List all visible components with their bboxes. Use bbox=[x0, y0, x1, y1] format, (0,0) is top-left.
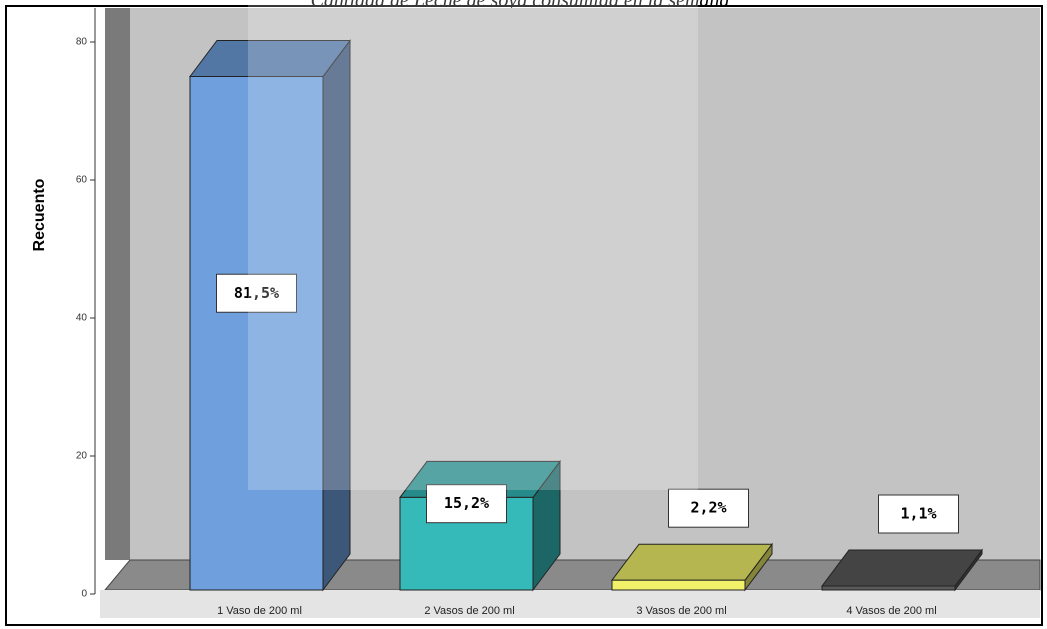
data-label-box bbox=[216, 273, 297, 313]
y-axis-label: Recuento bbox=[31, 178, 48, 251]
bar-top bbox=[611, 543, 773, 581]
data-label: 1,1% bbox=[900, 505, 936, 523]
watermark bbox=[248, 0, 698, 490]
x-tick-label: 1 Vaso de 200 ml bbox=[217, 605, 302, 617]
axis-band bbox=[100, 590, 1040, 618]
y-tick-label: 40 bbox=[76, 313, 88, 324]
data-label-box bbox=[426, 484, 507, 524]
frame bbox=[5, 5, 1043, 626]
data-label: 81,5% bbox=[234, 284, 279, 302]
x-tick-label: 2 Vasos de 200 ml bbox=[424, 605, 514, 617]
bar bbox=[189, 76, 324, 591]
bar-top bbox=[821, 549, 983, 587]
data-label-box bbox=[668, 488, 749, 528]
bar bbox=[611, 579, 746, 591]
y-tick-label: 20 bbox=[76, 451, 88, 462]
data-label: 2,2% bbox=[690, 499, 726, 517]
y-tick-label: 60 bbox=[76, 175, 88, 186]
bar bbox=[821, 585, 956, 591]
y-tick-label: 80 bbox=[76, 37, 88, 48]
data-label-box bbox=[878, 494, 959, 534]
data-label: 15,2% bbox=[444, 494, 489, 512]
x-tick-label: 4 Vasos de 200 ml bbox=[846, 605, 936, 617]
x-tick-label: 3 Vasos de 200 ml bbox=[636, 605, 726, 617]
plot: 0 20 40 60 80 1 Vaso de 200 ml 81,5% 2 Vasos de… bbox=[76, 37, 983, 617]
side-wall bbox=[105, 8, 130, 560]
y-tick-label: 0 bbox=[81, 589, 87, 600]
